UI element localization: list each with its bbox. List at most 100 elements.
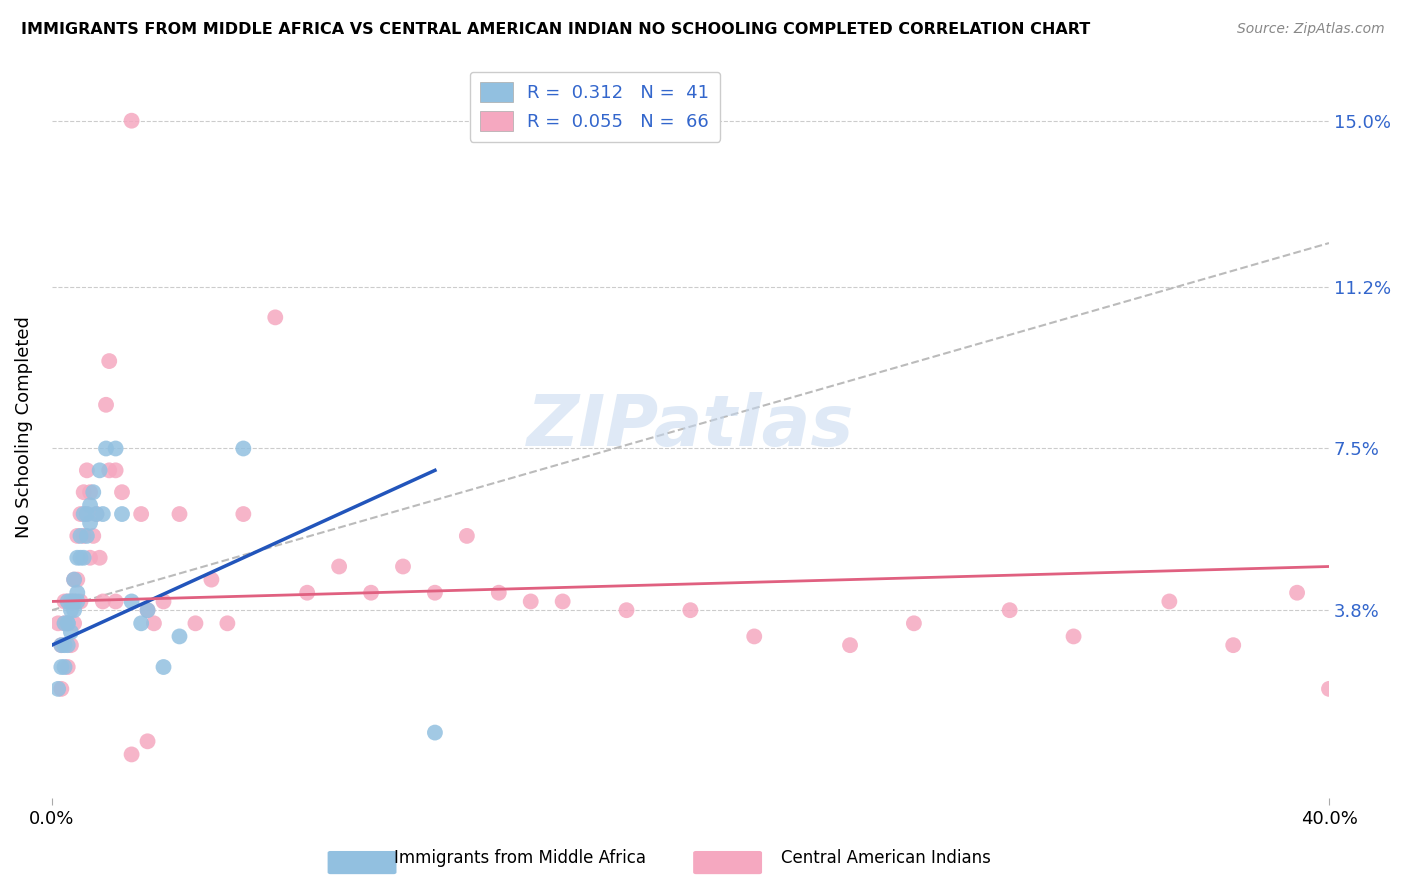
Point <box>76 463 98 477</box>
Point <box>79 498 101 512</box>
Point <box>86 507 108 521</box>
Point <box>392 559 415 574</box>
Point <box>63 616 86 631</box>
Point <box>136 734 159 748</box>
Point <box>1317 681 1340 696</box>
Point <box>46 616 69 631</box>
Point <box>53 616 76 631</box>
Point <box>1159 594 1181 608</box>
Point <box>56 616 79 631</box>
Point <box>82 485 104 500</box>
Point <box>69 550 91 565</box>
Point <box>423 725 446 739</box>
Point <box>56 594 79 608</box>
Point <box>184 616 207 631</box>
Point <box>69 594 91 608</box>
Point <box>616 603 638 617</box>
Legend: R =  0.312   N =  41, R =  0.055   N =  66: R = 0.312 N = 41, R = 0.055 N = 66 <box>470 71 720 142</box>
Point <box>169 507 191 521</box>
Point <box>66 594 89 608</box>
Point <box>232 442 254 456</box>
Point <box>73 529 96 543</box>
Point <box>519 594 541 608</box>
Point <box>51 660 73 674</box>
Point <box>53 616 76 631</box>
Point <box>152 594 174 608</box>
Point <box>76 507 98 521</box>
Point <box>56 594 79 608</box>
Point <box>69 529 91 543</box>
Point <box>152 660 174 674</box>
Point <box>73 550 96 565</box>
Point <box>839 638 862 652</box>
Point <box>86 507 108 521</box>
Point <box>59 594 82 608</box>
Point <box>91 594 114 608</box>
Point <box>63 603 86 617</box>
Point <box>66 550 89 565</box>
Point <box>94 398 117 412</box>
Point <box>69 507 91 521</box>
Point <box>142 616 165 631</box>
Point <box>328 559 350 574</box>
Point <box>136 603 159 617</box>
Point <box>111 485 134 500</box>
Point <box>121 594 143 608</box>
Point <box>456 529 478 543</box>
Point <box>76 529 98 543</box>
Point <box>51 638 73 652</box>
Point <box>76 507 98 521</box>
Point <box>59 625 82 640</box>
Point <box>79 485 101 500</box>
Point <box>89 550 111 565</box>
Point <box>46 681 69 696</box>
Point <box>423 585 446 599</box>
Point <box>56 616 79 631</box>
Point <box>104 594 127 608</box>
Point <box>56 616 79 631</box>
Text: ZIPatlas: ZIPatlas <box>527 392 853 461</box>
Point <box>82 529 104 543</box>
Point <box>66 573 89 587</box>
Point <box>98 463 121 477</box>
Point <box>111 507 134 521</box>
Y-axis label: No Schooling Completed: No Schooling Completed <box>15 316 32 538</box>
Point <box>94 442 117 456</box>
Point <box>232 507 254 521</box>
Point <box>488 585 510 599</box>
Point <box>79 550 101 565</box>
Point <box>1222 638 1244 652</box>
Point <box>295 585 318 599</box>
Point <box>169 629 191 643</box>
Point <box>63 594 86 608</box>
Point <box>56 660 79 674</box>
Text: Immigrants from Middle Africa: Immigrants from Middle Africa <box>394 849 647 867</box>
Point <box>59 603 82 617</box>
Point <box>742 629 765 643</box>
Point <box>66 529 89 543</box>
Point <box>1286 585 1309 599</box>
Point <box>79 516 101 530</box>
Point <box>51 681 73 696</box>
Point <box>98 354 121 368</box>
Point <box>200 573 222 587</box>
Point <box>551 594 574 608</box>
Text: Central American Indians: Central American Indians <box>780 849 991 867</box>
Point <box>121 747 143 762</box>
Point <box>56 638 79 652</box>
Point <box>264 310 287 325</box>
Point <box>53 638 76 652</box>
Point <box>903 616 925 631</box>
Point <box>679 603 702 617</box>
Point <box>91 507 114 521</box>
Point <box>104 442 127 456</box>
Point <box>129 507 152 521</box>
Point <box>63 573 86 587</box>
Point <box>73 485 96 500</box>
Point <box>998 603 1021 617</box>
Point <box>59 594 82 608</box>
Point <box>136 603 159 617</box>
Point <box>360 585 382 599</box>
Point <box>59 638 82 652</box>
Point <box>129 616 152 631</box>
